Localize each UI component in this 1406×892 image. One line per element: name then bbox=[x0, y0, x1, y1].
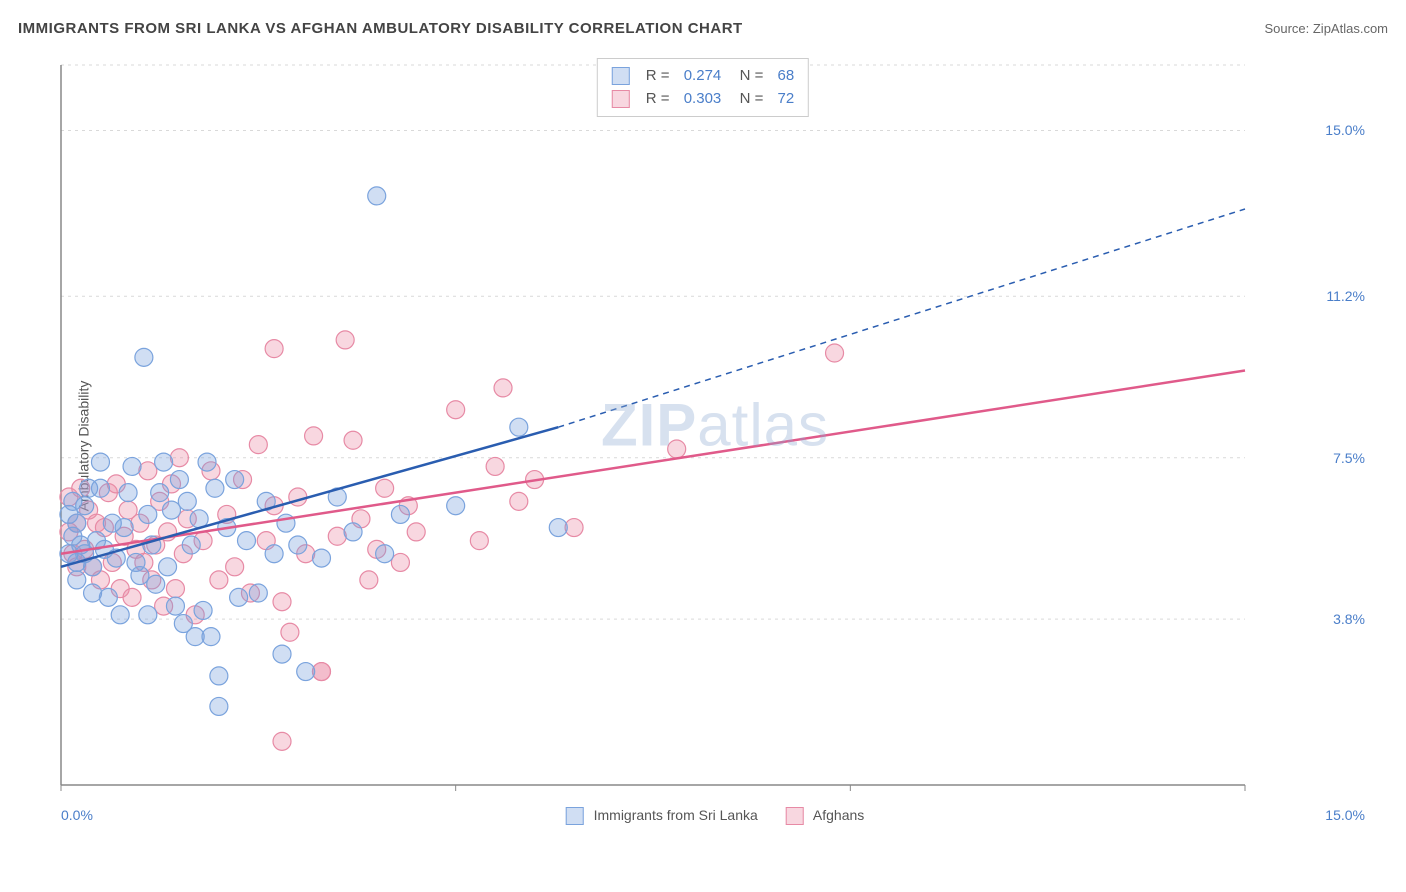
source-attribution: Source: ZipAtlas.com bbox=[1264, 21, 1388, 36]
y-tick-label: 11.2% bbox=[1326, 288, 1365, 304]
x-axis-min-label: 0.0% bbox=[61, 807, 93, 823]
y-tick-label: 3.8% bbox=[1333, 611, 1365, 627]
y-tick-label: 7.5% bbox=[1333, 450, 1365, 466]
stat-label: R = bbox=[646, 88, 674, 111]
stat-r-value: 0.274 bbox=[684, 65, 722, 88]
legend-label: Afghans bbox=[813, 807, 864, 823]
stat-label: N = bbox=[731, 65, 767, 88]
legend-swatch-icon bbox=[612, 90, 630, 108]
x-axis-max-label: 15.0% bbox=[1325, 807, 1365, 823]
legend-label: Immigrants from Sri Lanka bbox=[594, 807, 758, 823]
stats-row-series2: R = 0.303 N = 72 bbox=[612, 88, 794, 111]
stat-r-value: 0.303 bbox=[684, 88, 722, 111]
y-tick-label: 15.0% bbox=[1325, 122, 1365, 138]
stats-row-series1: R = 0.274 N = 68 bbox=[612, 65, 794, 88]
stat-n-value: 72 bbox=[778, 88, 795, 111]
chart-area: ZIPatlas 3.8% 7.5% 11.2% 15.0% 0.0% 15.0… bbox=[55, 55, 1375, 825]
stat-label: N = bbox=[731, 88, 767, 111]
stats-legend-box: R = 0.274 N = 68 R = 0.303 N = 72 bbox=[597, 58, 809, 117]
chart-title: IMMIGRANTS FROM SRI LANKA VS AFGHAN AMBU… bbox=[18, 20, 743, 37]
legend-item-series1: Immigrants from Sri Lanka bbox=[566, 807, 758, 825]
legend-swatch-icon bbox=[566, 807, 584, 825]
stat-n-value: 68 bbox=[778, 65, 795, 88]
stat-label: R = bbox=[646, 65, 674, 88]
bottom-legend: Immigrants from Sri Lanka Afghans bbox=[566, 807, 865, 825]
legend-swatch-icon bbox=[612, 67, 630, 85]
scatter-plot-svg bbox=[55, 55, 1315, 815]
chart-header: IMMIGRANTS FROM SRI LANKA VS AFGHAN AMBU… bbox=[18, 20, 1388, 37]
legend-swatch-icon bbox=[786, 807, 804, 825]
legend-item-series2: Afghans bbox=[786, 807, 865, 825]
